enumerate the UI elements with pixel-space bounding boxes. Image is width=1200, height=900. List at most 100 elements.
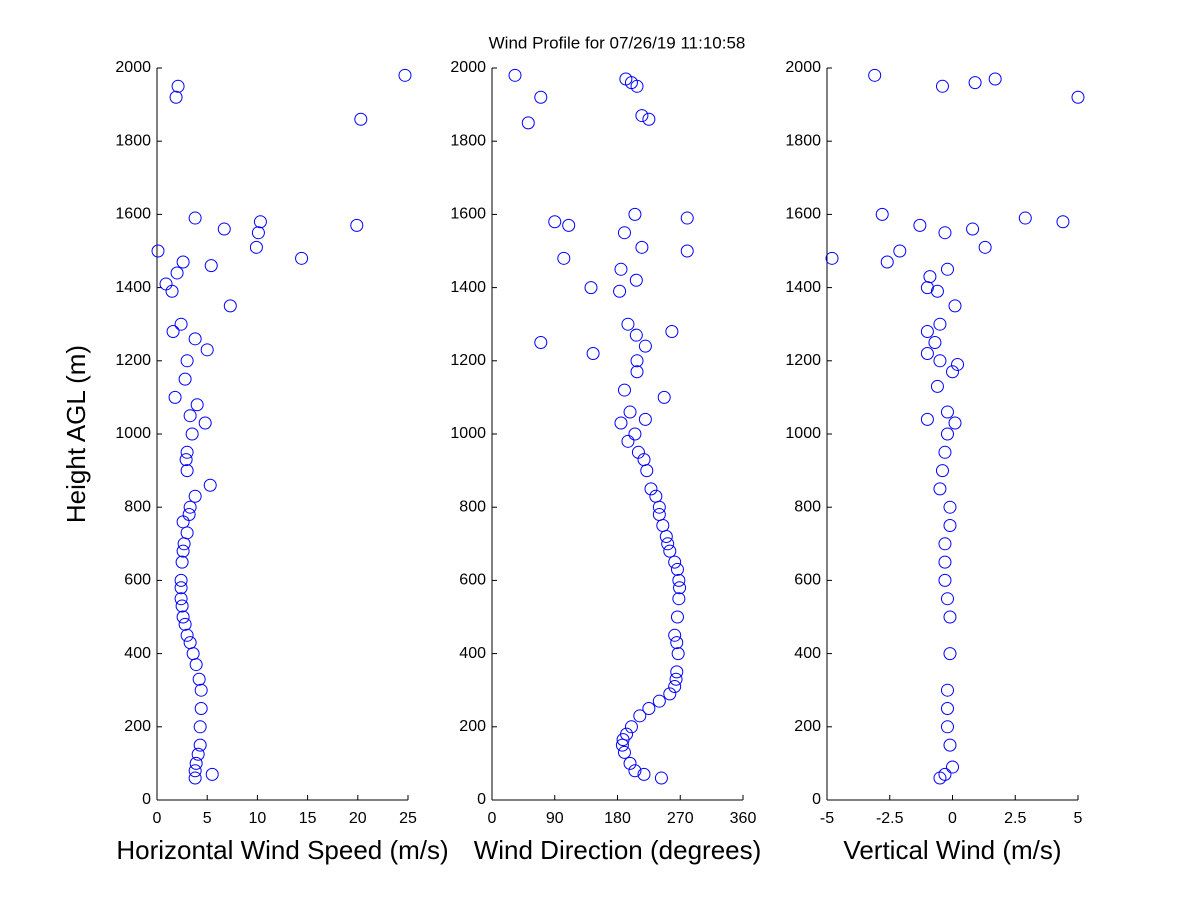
data-point <box>217 222 231 236</box>
y-tick-label: 1000 <box>785 425 821 442</box>
data-point <box>198 416 212 430</box>
y-tick-label: 800 <box>124 498 151 515</box>
data-point <box>825 251 839 265</box>
y-tick-label: 400 <box>124 645 151 662</box>
data-point <box>169 90 183 104</box>
y-tick-label: 400 <box>794 645 821 662</box>
data-point <box>180 445 194 459</box>
data-point <box>1018 211 1032 225</box>
data-point <box>615 738 629 752</box>
data-point <box>223 299 237 313</box>
data-point <box>185 427 199 441</box>
y-tick-label: 0 <box>142 791 151 808</box>
data-point <box>183 409 197 423</box>
data-point <box>680 244 694 258</box>
y-tick-label: 2000 <box>785 59 821 76</box>
data-point <box>940 427 954 441</box>
y-tick-label: 1800 <box>115 132 151 149</box>
data-point <box>923 270 937 284</box>
x-tick-label: 180 <box>604 810 631 827</box>
y-tick-label: 200 <box>794 718 821 735</box>
x-tick-label: 10 <box>249 810 267 827</box>
data-point <box>188 211 202 225</box>
data-point <box>875 207 889 221</box>
data-point <box>633 709 647 723</box>
data-point <box>652 500 666 514</box>
data-point <box>180 354 194 368</box>
data-point <box>652 694 666 708</box>
data-point <box>951 357 965 371</box>
data-point <box>188 332 202 346</box>
x-tick-label: 15 <box>299 810 317 827</box>
y-tick-label: 2000 <box>115 59 151 76</box>
data-point <box>946 365 959 379</box>
data-point <box>940 683 954 697</box>
data-point <box>630 354 644 368</box>
y-tick-label: 1600 <box>450 206 486 223</box>
data-point <box>670 665 684 679</box>
data-point <box>933 354 947 368</box>
data-point <box>920 346 934 360</box>
x-tick-label: 20 <box>349 810 367 827</box>
x-axis-label: Wind Direction (degrees) <box>474 835 762 865</box>
data-point <box>938 537 952 551</box>
data-point <box>521 116 535 130</box>
data-point <box>623 756 637 770</box>
data-point <box>548 215 562 229</box>
data-point <box>188 771 202 785</box>
data-point <box>183 500 197 514</box>
data-point <box>930 284 944 298</box>
data-point <box>868 68 882 82</box>
data-point <box>893 244 907 258</box>
data-point <box>189 658 203 672</box>
data-point <box>933 317 947 331</box>
data-point <box>628 207 642 221</box>
data-point <box>920 412 934 426</box>
data-point <box>631 445 645 459</box>
data-point <box>178 617 192 631</box>
data-point <box>617 226 631 240</box>
data-point <box>670 610 684 624</box>
data-point <box>159 277 173 291</box>
data-point <box>295 251 309 265</box>
data-point <box>191 747 205 761</box>
data-point <box>663 544 677 558</box>
data-point <box>176 255 190 269</box>
y-tick-label: 1600 <box>115 206 151 223</box>
x-tick-label: 25 <box>399 810 417 827</box>
data-point <box>188 764 202 778</box>
data-point <box>620 727 634 741</box>
data-point <box>193 738 207 752</box>
data-point <box>659 529 673 543</box>
data-point <box>534 336 548 349</box>
data-point <box>940 262 954 276</box>
data-point <box>354 112 368 126</box>
data-point <box>943 500 957 514</box>
data-point <box>629 273 643 287</box>
data-point <box>194 702 208 715</box>
data-point <box>619 72 633 86</box>
data-point <box>190 398 204 412</box>
data-point <box>621 317 635 331</box>
data-point <box>672 592 686 606</box>
data-point <box>170 266 184 280</box>
y-tick-label: 1800 <box>785 132 821 149</box>
data-point <box>656 519 670 532</box>
data-point <box>940 592 954 606</box>
data-point <box>175 599 189 613</box>
data-point <box>614 416 628 430</box>
data-point <box>943 519 957 532</box>
data-point <box>188 489 202 503</box>
data-point <box>649 489 663 503</box>
data-point <box>180 526 194 540</box>
data-point <box>638 412 652 426</box>
data-point <box>200 343 214 357</box>
y-tick-label: 600 <box>124 572 151 589</box>
data-point <box>628 427 642 441</box>
data-point <box>663 687 677 701</box>
data-point <box>665 325 679 339</box>
data-point <box>938 226 952 240</box>
data-point <box>637 767 651 781</box>
